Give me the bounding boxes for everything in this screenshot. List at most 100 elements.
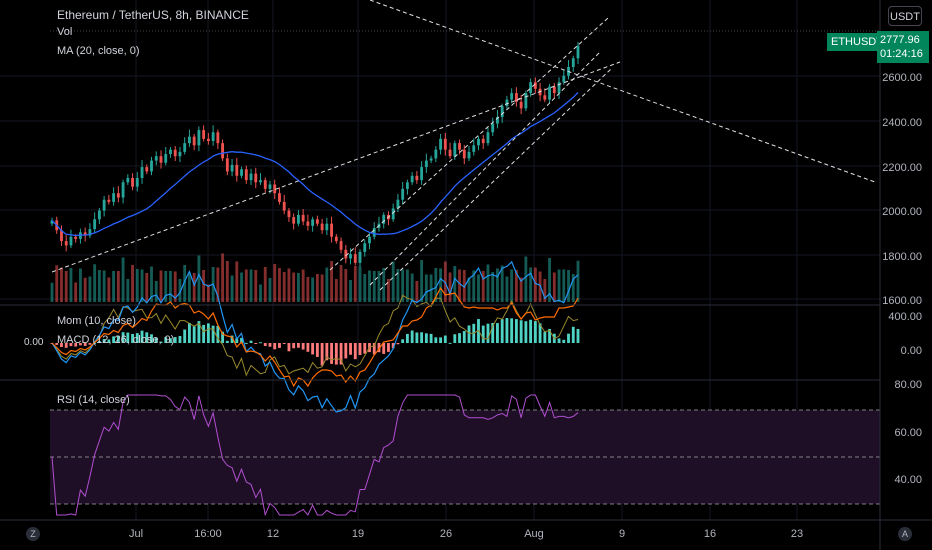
candle-body	[543, 95, 547, 100]
volume-bar	[254, 270, 258, 302]
time-tick: 16:00	[194, 528, 222, 540]
macd-histogram-bar	[524, 321, 528, 343]
volume-bar	[93, 264, 97, 302]
macd-histogram-bar	[543, 331, 547, 343]
volume-bar	[505, 276, 509, 302]
macd-histogram-bar	[325, 343, 329, 361]
volume-bar	[344, 269, 348, 302]
volume-bar	[372, 271, 376, 302]
last-price: 2777.96	[880, 34, 920, 46]
volume-bar	[69, 268, 73, 302]
macd-histogram-bar	[315, 343, 319, 357]
candle-body	[50, 220, 54, 224]
macd-histogram-bar	[538, 323, 542, 343]
zoom-button[interactable]: Z	[26, 527, 40, 541]
time-tick: 19	[351, 528, 365, 540]
candle-body	[145, 167, 149, 172]
macd-histogram-bar	[500, 319, 504, 343]
candle-body	[500, 106, 504, 118]
volume-bar	[387, 279, 390, 302]
macd-histogram-bar	[382, 343, 386, 354]
volume-bar	[263, 267, 267, 302]
price-tick: 1600.00	[882, 295, 922, 307]
volume-bar	[363, 274, 367, 302]
macd-histogram-bar	[188, 322, 191, 343]
macd-histogram-bar	[254, 343, 258, 344]
volume-bar	[562, 269, 566, 302]
macd-histogram-bar	[448, 342, 452, 344]
macd-histogram-bar	[453, 334, 457, 343]
volume-bar	[259, 284, 262, 302]
macd-histogram-bar	[268, 343, 272, 347]
mom-label: Mom (10, close)	[57, 315, 136, 327]
volume-bar	[481, 271, 485, 302]
volume-bar	[401, 269, 405, 302]
candle-body	[529, 82, 533, 94]
macd-histogram-bar	[424, 333, 428, 343]
rsi-tick: 80.00	[894, 379, 922, 391]
volume-bar	[83, 277, 87, 302]
volume-bar	[135, 269, 139, 302]
candle-body	[320, 223, 324, 231]
trendline	[51, 61, 621, 273]
macd-histogram-bar	[576, 328, 580, 343]
macd-histogram-bar	[415, 332, 419, 343]
trendline	[379, 67, 613, 291]
auto-scale-button[interactable]: A	[898, 527, 912, 541]
volume-bar	[249, 269, 253, 302]
candle-body	[491, 123, 495, 133]
macd-histogram-bar	[173, 337, 177, 343]
candle-body	[188, 136, 191, 144]
candle-body	[126, 177, 130, 183]
volume-bar	[410, 273, 414, 302]
macd-histogram-bar	[225, 340, 229, 343]
candle-body	[401, 188, 405, 200]
macd-histogram-bar	[401, 339, 405, 343]
candle-body	[240, 169, 243, 176]
volume-bar	[121, 257, 125, 302]
rsi-label: RSI (14, close)	[57, 394, 130, 406]
candle-body	[60, 230, 63, 242]
candle-body	[562, 75, 566, 83]
candle-body	[420, 167, 424, 181]
macd-histogram-bar	[548, 329, 551, 343]
macd-histogram-bar	[557, 338, 561, 343]
macd-histogram-bar	[131, 333, 134, 343]
rsi-band	[50, 409, 880, 505]
currency-button[interactable]: USDT	[888, 6, 922, 26]
volume-bar	[116, 271, 120, 302]
macd-histogram-bar	[69, 343, 73, 347]
macd-histogram-bar	[116, 335, 120, 343]
price-tick: 2600.00	[882, 72, 922, 84]
macd-histogram-bar	[140, 330, 144, 343]
macd-left-value: 0.00	[24, 337, 44, 348]
volume-bar	[358, 266, 362, 302]
volume-bar	[567, 270, 570, 302]
macd-tick: 0.00	[900, 345, 922, 357]
candle-body	[259, 180, 262, 183]
candle-body	[571, 58, 575, 67]
macd-histogram-bar	[372, 343, 376, 355]
volume-bar	[424, 274, 428, 302]
macd-histogram-bar	[202, 324, 206, 343]
volume-bar	[391, 261, 395, 302]
trendlines	[51, 0, 876, 291]
candle-body	[372, 228, 376, 237]
volume-bar	[339, 265, 343, 302]
macd-histogram-bar	[377, 343, 381, 353]
macd-histogram-bar	[467, 325, 471, 343]
volume-bar	[420, 260, 424, 302]
volume-bar	[282, 272, 286, 302]
candle-body	[135, 177, 139, 187]
macd-histogram-bar	[339, 343, 343, 365]
candle-body	[74, 236, 78, 239]
macd-histogram-bar	[533, 321, 537, 343]
volume-bar	[206, 284, 210, 302]
volume-bar	[382, 268, 386, 302]
volume-bar	[571, 274, 575, 302]
candle-body	[254, 173, 258, 183]
candle-body	[296, 214, 300, 224]
volume-bar	[306, 277, 310, 302]
volume-bar	[491, 272, 495, 302]
